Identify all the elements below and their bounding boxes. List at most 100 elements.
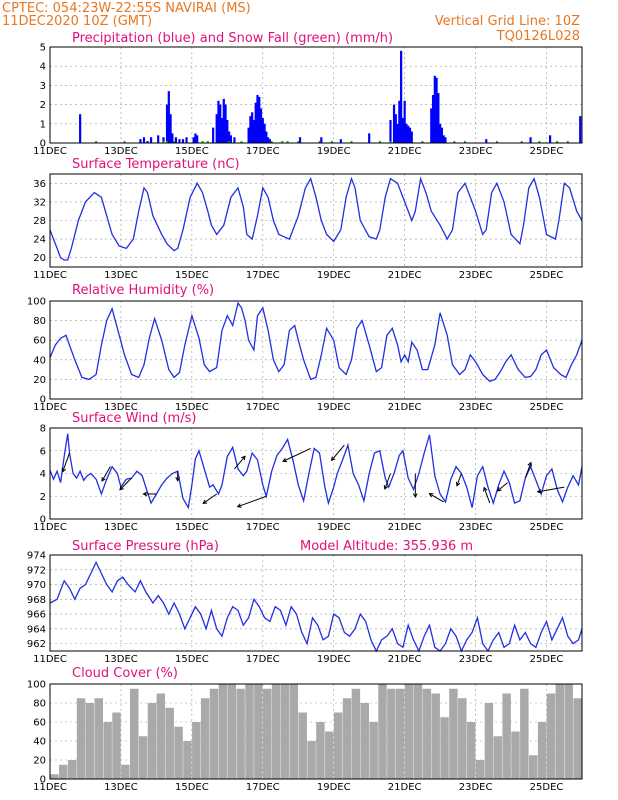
- precip-bar: [320, 137, 323, 143]
- snow-bar: [281, 141, 284, 143]
- snow-bar: [201, 141, 204, 143]
- cloud-bar: [174, 726, 183, 779]
- cloud-bar: [200, 698, 210, 779]
- cloud-bar: [245, 684, 254, 779]
- wind-arrow-head: [330, 456, 336, 462]
- x-tick-label: 13DEC: [104, 270, 138, 281]
- wind-arrow: [455, 473, 462, 487]
- x-tick-label: 23DEC: [459, 146, 493, 157]
- snow-bar: [297, 141, 300, 143]
- precip-bar: [401, 118, 404, 143]
- wind-arrow: [330, 444, 345, 462]
- y-tick-label: 36: [33, 179, 46, 190]
- precip-bar: [339, 139, 342, 143]
- cloud-bar: [555, 684, 565, 779]
- cloud-bar: [360, 703, 369, 779]
- cloud-bar: [440, 717, 449, 779]
- precip-bar: [139, 139, 142, 143]
- cloud-bar: [546, 693, 556, 779]
- panel-subtitle: Model Altitude: 355.936 m: [300, 539, 473, 554]
- precip-bar: [265, 131, 268, 143]
- cloud-bar: [112, 712, 121, 779]
- precip-bar: [251, 112, 254, 143]
- snow-bar: [495, 141, 498, 143]
- series-line-temp: [49, 176, 583, 261]
- wind-arrow-head: [412, 493, 418, 499]
- precip-bar: [185, 137, 188, 143]
- snow-bar: [556, 141, 559, 143]
- cloud-bar: [431, 693, 440, 779]
- cloud-bar: [103, 722, 112, 779]
- y-tick-label: 24: [33, 235, 46, 246]
- precip-bar: [169, 114, 172, 143]
- cloud-bar: [404, 684, 414, 779]
- panel-title: Surface Pressure (hPa): [72, 539, 219, 554]
- precip-bar: [217, 100, 220, 143]
- wind-arrow-head: [428, 493, 434, 498]
- x-tick-label: 25DEC: [530, 782, 564, 793]
- x-tick-label: 15DEC: [175, 654, 209, 665]
- x-tick-label: 25DEC: [530, 402, 564, 413]
- panel-title: Precipitation (blue) and Snow Fall (gree…: [72, 31, 393, 46]
- precip-bar: [224, 104, 227, 143]
- x-tick-label: 15DEC: [175, 402, 209, 413]
- wind-arrow-head: [175, 476, 181, 482]
- panel-frame: [49, 46, 583, 144]
- snow-bar: [453, 141, 456, 143]
- y-tick-label: 20: [33, 756, 46, 767]
- y-tick-label: 962: [27, 639, 46, 650]
- x-tick-label: 19DEC: [317, 270, 351, 281]
- cloud-bar: [422, 688, 432, 779]
- cloud-bar: [165, 707, 174, 779]
- precip-bar: [389, 119, 392, 143]
- y-tick-label: 2: [40, 100, 46, 111]
- y-tick-label: 974: [27, 551, 46, 562]
- wind-arrow-head: [241, 455, 246, 461]
- precip-bar: [194, 133, 197, 143]
- wind-arrow-head: [383, 484, 389, 490]
- wind-arrow-head: [455, 481, 461, 487]
- snow-bar: [228, 141, 231, 143]
- precip-bar: [433, 75, 436, 143]
- wind-arrow-shaft: [483, 487, 491, 504]
- snow-bar: [421, 141, 424, 143]
- cloud-bar: [378, 684, 387, 779]
- x-tick-label: 17DEC: [246, 522, 280, 533]
- header-code: TQ0126L028: [496, 29, 580, 44]
- x-tick-label: 17DEC: [246, 782, 280, 793]
- precip-bar: [226, 119, 229, 143]
- snow-bar: [206, 141, 209, 143]
- precip-bar: [157, 135, 160, 143]
- cloud-bar: [76, 698, 86, 779]
- precip-bar: [171, 133, 174, 143]
- x-tick-label: 13DEC: [104, 402, 138, 413]
- series-line-wind: [49, 433, 583, 510]
- precip-bar: [254, 102, 257, 143]
- wind-arrow-shaft: [282, 448, 311, 462]
- series-line-rh: [49, 301, 583, 383]
- precip-bar: [228, 131, 231, 143]
- cloud-bar: [573, 698, 582, 779]
- precip-bar: [267, 137, 270, 143]
- x-tick-label: 25DEC: [530, 654, 564, 665]
- precip-bar: [408, 127, 412, 143]
- wind-arrow-head: [236, 503, 242, 508]
- x-tick-label: 17DEC: [246, 270, 280, 281]
- wind-arrow-head: [527, 461, 532, 467]
- x-tick-label: 13DEC: [104, 654, 138, 665]
- cloud-bar: [67, 760, 77, 779]
- precip-bar: [165, 104, 169, 143]
- precip-bar: [442, 135, 445, 143]
- cloud-bar: [458, 698, 467, 779]
- wind-arrow-shaft: [497, 482, 508, 492]
- precip-bar: [79, 114, 82, 143]
- wind-arrow: [536, 486, 565, 494]
- precip-bar: [252, 119, 256, 143]
- cloud-bar: [183, 741, 192, 779]
- cloud-bar: [369, 722, 378, 779]
- y-tick-label: 28: [33, 216, 46, 227]
- cloud-bar: [263, 688, 272, 779]
- x-tick-label: 19DEC: [317, 654, 351, 665]
- wind-arrow: [234, 455, 246, 470]
